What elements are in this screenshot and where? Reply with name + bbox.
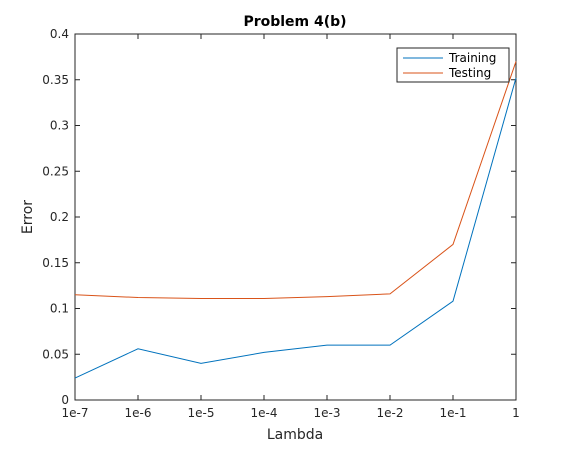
y-tick-label: 0.35 bbox=[42, 73, 69, 87]
x-tick-label: 1 bbox=[512, 406, 520, 420]
y-tick-label: 0.05 bbox=[42, 347, 69, 361]
x-axis: 1e-7 1e-6 1e-5 1e-4 1e-3 1e-2 1e-1 1 bbox=[62, 34, 520, 420]
x-tick-label: 1e-6 bbox=[125, 406, 152, 420]
series-line-training bbox=[74, 77, 517, 379]
legend-label-training: Training bbox=[448, 51, 496, 65]
plot-area: 1e-7 1e-6 1e-5 1e-4 1e-3 1e-2 1e-1 1 0 0.05 0.1 0.… bbox=[42, 27, 520, 420]
y-tick-label: 0.2 bbox=[50, 210, 69, 224]
y-tick-label: 0.25 bbox=[42, 164, 69, 178]
y-tick-label: 0.3 bbox=[50, 119, 69, 133]
y-axis-label: Error bbox=[20, 200, 36, 234]
y-tick-label: 0.15 bbox=[42, 256, 69, 270]
x-tick-label: 1e-1 bbox=[440, 406, 467, 420]
chart-title: Problem 4(b) bbox=[243, 14, 346, 30]
x-tick-label: 1e-5 bbox=[188, 406, 215, 420]
legend-box bbox=[396, 47, 510, 83]
x-tick-label: 1e-2 bbox=[377, 406, 404, 420]
x-tick-label: 1e-3 bbox=[314, 406, 341, 420]
series-line-testing bbox=[74, 61, 517, 299]
y-axis: 0 0.05 0.1 0.15 0.2 0.25 0.3 0.35 0.4 bbox=[42, 27, 516, 407]
legend: Training Testing bbox=[396, 47, 510, 83]
y-tick-label: 0.4 bbox=[50, 27, 69, 41]
x-tick-label: 1e-4 bbox=[251, 406, 278, 420]
axes-box bbox=[74, 33, 517, 401]
y-tick-label: 0 bbox=[61, 393, 69, 407]
y-tick-label: 0.1 bbox=[50, 302, 69, 316]
legend-label-testing: Testing bbox=[448, 66, 491, 80]
x-axis-label: Lambda bbox=[267, 427, 323, 443]
x-tick-label: 1e-7 bbox=[62, 406, 89, 420]
series-group bbox=[74, 61, 517, 379]
